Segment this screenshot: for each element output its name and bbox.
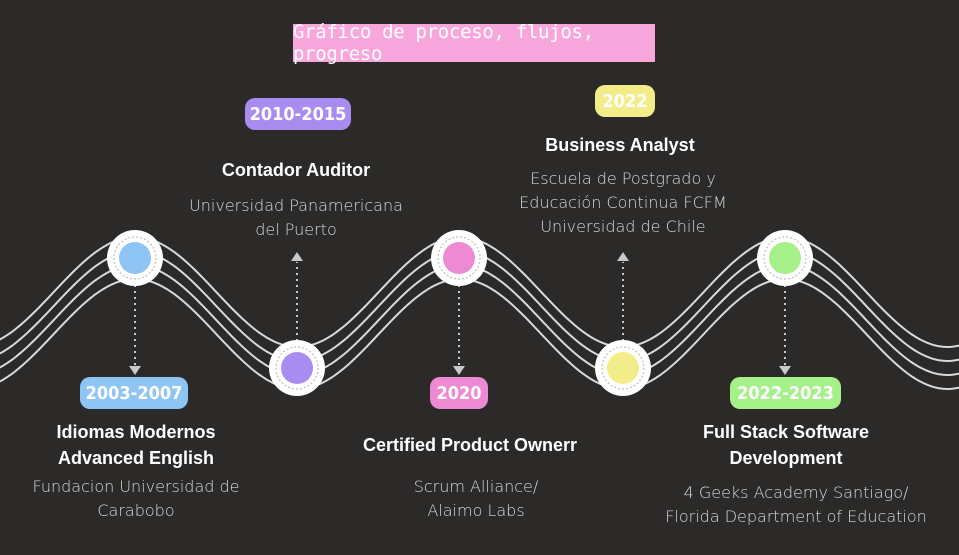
milestone-org-carabobo: Fundacion Universidad de Carabobo — [32, 477, 240, 520]
milestone-title-full-stack: Full Stack Software Development — [702, 422, 870, 468]
marker-2022-2023-dots — [763, 236, 807, 280]
page-title: Gráfico de proceso, flujos, progreso — [293, 21, 655, 65]
milestone-org-uchile: Escuela de Postgrado y Educación Continu… — [519, 169, 727, 236]
milestone-org-4geeks: 4 Geeks Academy Santiago/ Florida Depart… — [665, 483, 927, 526]
marker-2003-2007-dot — [119, 242, 151, 274]
marker-2022-dot — [607, 352, 639, 384]
marker-2022-2023-arrow — [779, 366, 791, 375]
marker-2020-arrow — [453, 366, 465, 375]
milestone-org-panamericana: Universidad Panamericana del Puerto — [189, 196, 403, 239]
marker-2003-2007-arrow — [129, 366, 141, 375]
milestone-title-contador: Contador Auditor — [221, 160, 371, 180]
marker-2010-2015-dots — [275, 346, 319, 390]
date-badge-2020: 2020 — [430, 377, 488, 409]
marker-2022-dots — [601, 346, 645, 390]
milestone-org-scrum: Scrum Alliance/ Alaimo Labs — [413, 477, 539, 520]
date-badge-2022-2023: 2022-2023 — [730, 377, 841, 409]
marker-2020-dot — [443, 242, 475, 274]
milestone-title-idiomas: Idiomas Modernos Advanced English — [56, 422, 216, 468]
marker-2022-arrow — [617, 252, 629, 261]
wave-line-4 — [0, 277, 959, 391]
date-badge-2003-2007: 2003-2007 — [80, 377, 188, 409]
date-badge-2022: 2022 — [595, 85, 655, 117]
date-badge-2010-2015: 2010-2015 — [245, 98, 351, 130]
marker-2022-2023-dot — [769, 242, 801, 274]
milestone-title-product-owner: Certified Product Ownerr — [362, 435, 578, 455]
marker-2010-2015-dot — [281, 352, 313, 384]
marker-2010-2015-arrow — [291, 252, 303, 261]
marker-2003-2007-dots — [113, 236, 157, 280]
milestone-title-business-analyst: Business Analyst — [545, 135, 695, 155]
marker-2020-dots — [437, 236, 481, 280]
